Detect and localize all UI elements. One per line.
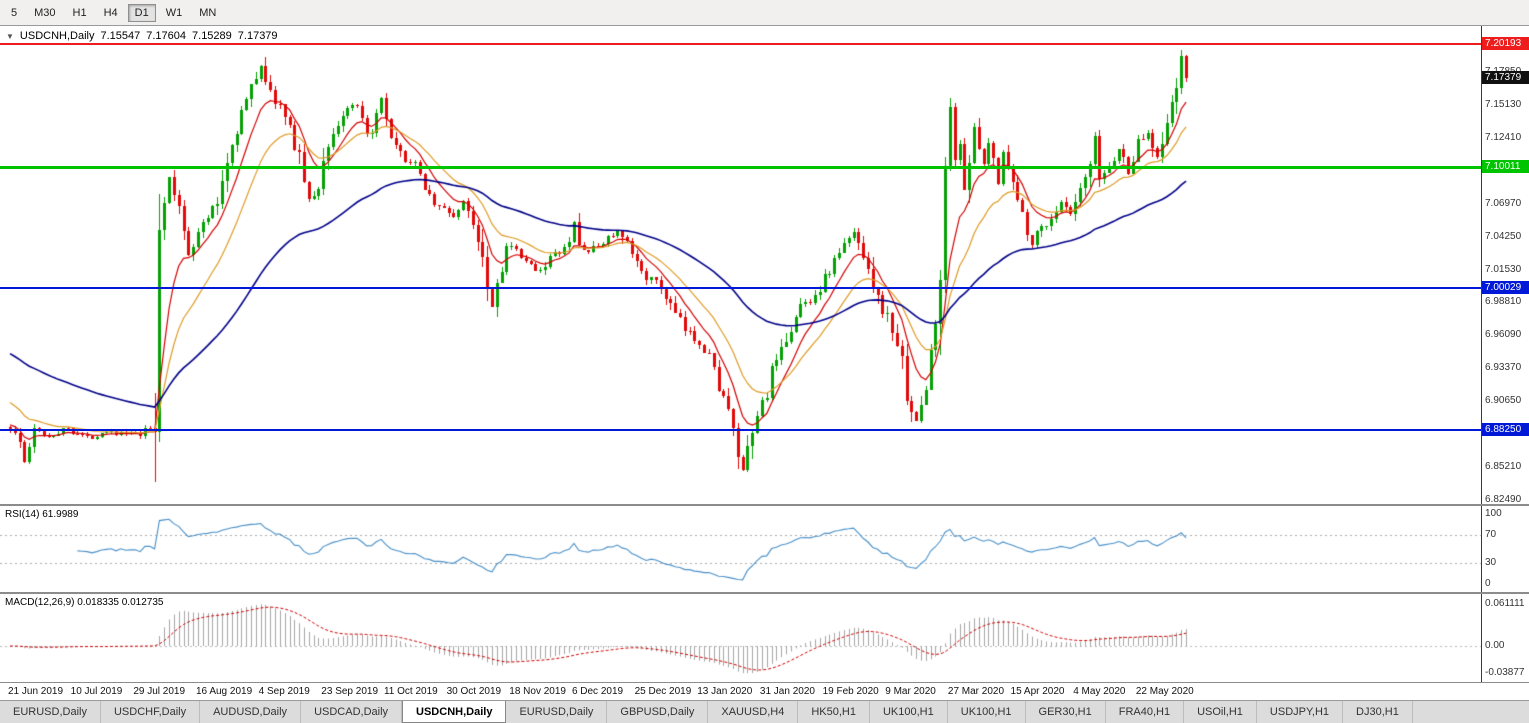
date-axis-label: 10 Jul 2019 (70, 686, 123, 697)
rsi-axis-label: 70 (1485, 529, 1497, 540)
chart-tab-usdcnh-daily[interactable]: USDCNH,Daily (402, 701, 507, 723)
chart-ohlc-header: ▼ USDCNH,Daily 7.15547 7.17604 7.15289 7… (6, 30, 278, 42)
collapse-triangle-icon[interactable]: ▼ (6, 31, 14, 41)
date-axis-label: 11 Oct 2019 (383, 686, 438, 697)
price-axis-label: 6.98810 (1485, 296, 1522, 308)
horizontal-level-line-7.00029[interactable] (0, 286, 1481, 289)
chart-tab-eurusd-daily[interactable]: EURUSD,Daily (506, 701, 608, 723)
rsi-axis-label: 30 (1485, 557, 1497, 568)
chart-tab-gbpusd-daily[interactable]: GBPUSD,Daily (607, 701, 709, 723)
price-axis-label: 7.04250 (1485, 230, 1522, 242)
macd-indicator-label: MACD(12,26,9) 0.018335 0.012735 (5, 597, 164, 608)
date-axis-label: 31 Jan 2020 (759, 686, 815, 697)
chart-tab-dj30-h1[interactable]: DJ30,H1 (1343, 701, 1413, 723)
rsi-canvas[interactable] (0, 506, 1481, 592)
timeframe-button-w1[interactable]: W1 (165, 6, 183, 19)
chart-open-value: 7.15547 (100, 30, 141, 42)
date-axis-label: 4 Sep 2019 (258, 686, 310, 697)
chart-tab-ger30-h1[interactable]: GER30,H1 (1026, 701, 1106, 723)
date-axis-label: 4 May 2020 (1073, 686, 1126, 697)
price-axis-label: 6.90650 (1485, 394, 1522, 406)
macd-axis-label: 0.061111 (1485, 597, 1525, 609)
chart-tab-xauusd-h4[interactable]: XAUUSD,H4 (708, 701, 799, 723)
chart-symbol-label: USDCNH,Daily (19, 30, 95, 42)
price-level-tag-7.10011: 7.10011 (1482, 160, 1529, 174)
chart-tab-audusd-daily[interactable]: AUDUSD,Daily (200, 701, 302, 723)
date-axis-label: 21 Jun 2019 (8, 686, 64, 697)
timeframe-button-d1[interactable]: D1 (127, 3, 156, 22)
price-axis-label: 6.85210 (1485, 460, 1522, 472)
timeframe-toolbar: 5 M30 H1 H4 D1 W1 MN (0, 0, 1529, 26)
rsi-axis-label: 0 (1485, 578, 1491, 589)
chart-tab-uk100-h1[interactable]: UK100,H1 (870, 701, 948, 723)
price-axis-label: 6.82490 (1485, 493, 1522, 504)
rsi-axis: 100 70 30 0 (1481, 506, 1529, 592)
current-price-tag: 7.17379 (1482, 70, 1529, 84)
chart-close-value: 7.17379 (237, 30, 278, 42)
chart-low-value: 7.15289 (192, 30, 232, 42)
price-axis-label: 7.01530 (1485, 263, 1522, 275)
macd-indicator-panel: MACD(12,26,9) 0.018335 0.012735 0.061111… (0, 592, 1529, 682)
date-axis-label: 13 Jan 2020 (697, 686, 753, 697)
macd-canvas[interactable] (0, 594, 1481, 682)
rsi-indicator-label: RSI(14) 61.9989 (5, 509, 79, 520)
price-axis-label: 7.06970 (1485, 197, 1522, 209)
price-level-tag-6.88250: 6.88250 (1482, 422, 1529, 436)
timeframe-button-mn[interactable]: MN (199, 6, 217, 19)
rsi-axis-label: 100 (1485, 508, 1502, 519)
timeframe-button-h1[interactable]: H1 (72, 6, 87, 19)
macd-axis-label: -0.03877 (1485, 667, 1525, 679)
time-axis[interactable]: 21 Jun 2019 10 Jul 2019 29 Jul 2019 16 Aug … (0, 682, 1529, 700)
date-axis-label: 23 Sep 2019 (321, 686, 379, 697)
chart-tab-usdjpy-h1[interactable]: USDJPY,H1 (1257, 701, 1344, 723)
date-axis-label: 16 Aug 2019 (195, 686, 253, 697)
chart-tabs-bar: EURUSD,Daily USDCHF,Daily AUDUSD,Daily USDC… (0, 700, 1529, 723)
horizontal-level-line-7.20193[interactable] (0, 42, 1481, 45)
price-axis-label: 6.96090 (1485, 329, 1522, 341)
chart-tab-uk100-h1[interactable]: UK100,H1 (948, 701, 1026, 723)
price-chart-canvas[interactable] (0, 26, 1481, 504)
price-level-tag-7.20193: 7.20193 (1482, 36, 1529, 50)
price-axis[interactable]: 7.178507.151307.124107.096907.069707.042… (1481, 26, 1529, 504)
date-axis-label: 15 Apr 2020 (1010, 686, 1065, 697)
date-axis-label: 19 Feb 2020 (822, 686, 879, 697)
macd-axis-label: 0.00 (1485, 640, 1505, 652)
timeframe-button-m30[interactable]: M30 (34, 6, 56, 19)
chart-tab-usoil-h1[interactable]: USOil,H1 (1184, 701, 1257, 723)
chart-tab-usdchf-daily[interactable]: USDCHF,Daily (101, 701, 201, 723)
price-axis-label: 7.15130 (1485, 99, 1522, 111)
timeframe-button-h4[interactable]: H4 (103, 6, 118, 19)
date-axis-label: 22 May 2020 (1135, 686, 1194, 697)
horizontal-level-line-7.10011[interactable] (0, 165, 1481, 169)
date-axis-label: 18 Nov 2019 (509, 686, 566, 697)
price-chart-panel: ▼ USDCNH,Daily 7.15547 7.17604 7.15289 7… (0, 26, 1529, 504)
timeframe-button-5[interactable]: 5 (11, 6, 18, 19)
price-axis-label: 6.93370 (1485, 362, 1522, 374)
date-axis-label: 27 Mar 2020 (947, 686, 1005, 697)
date-axis-label: 29 Jul 2019 (133, 686, 186, 697)
date-axis-label: 6 Dec 2019 (571, 686, 624, 697)
date-axis-label: 25 Dec 2019 (634, 686, 692, 697)
chart-tab-eurusd-daily[interactable]: EURUSD,Daily (0, 701, 101, 723)
date-axis-label: 30 Oct 2019 (446, 686, 502, 697)
rsi-indicator-panel: RSI(14) 61.9989 100 70 30 0 (0, 504, 1529, 592)
macd-axis: 0.061111 0.00 -0.03877 (1481, 594, 1529, 682)
chart-tab-usdcad-daily[interactable]: USDCAD,Daily (301, 701, 403, 723)
date-axis-label: 9 Mar 2020 (885, 686, 936, 697)
horizontal-level-line-6.88250[interactable] (0, 428, 1481, 431)
chart-high-value: 7.17604 (146, 30, 187, 42)
price-level-tag-7.00029: 7.00029 (1482, 280, 1529, 294)
chart-tab-fra40-h1[interactable]: FRA40,H1 (1106, 701, 1185, 723)
chart-tab-hk50-h1[interactable]: HK50,H1 (798, 701, 870, 723)
price-axis-label: 7.12410 (1485, 132, 1522, 144)
